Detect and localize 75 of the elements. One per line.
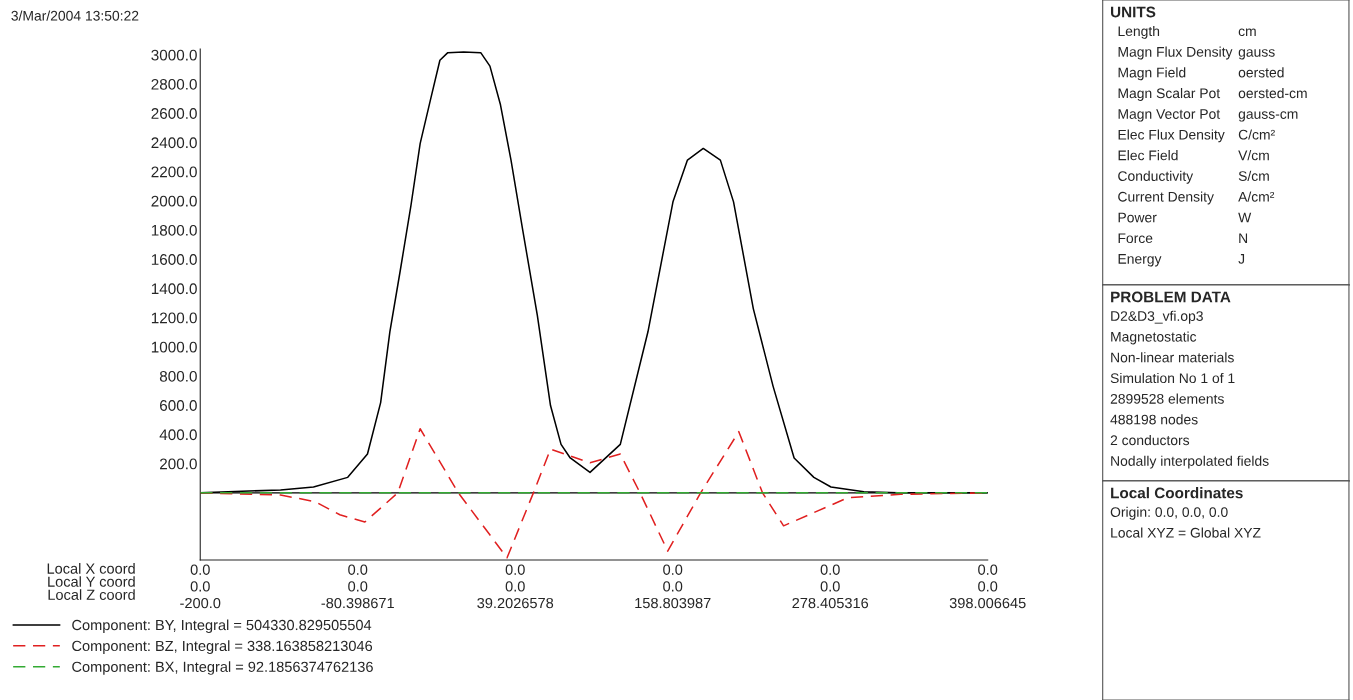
text: gauss-cm [1238,111,1298,122]
y-tick-label: 1000.0 [151,341,197,353]
y-tick-label: 600.0 [160,400,197,411]
x-tick-label: 39.2026578 [477,597,554,609]
category-label: Elec Flux Density [1118,129,1225,143]
text: 488198 nodes [1110,414,1198,425]
y-tick-label: 2400.0 [151,137,197,149]
text: 0.0 [820,581,840,592]
x-tick-label: -80.398671 [321,597,394,609]
text: 3/Mar/2004 13:50:22 [11,10,139,21]
y-tick-label: 1400.0 [151,283,197,295]
text: gauss [1238,49,1275,60]
text: 2899528 elements [1110,393,1224,404]
y-tick-label: 200.0 [160,458,197,470]
y-tick-label: 800.0 [159,370,197,382]
y-tick-label: 2200.0 [151,166,197,178]
y-tick-label: 1200.0 [151,312,197,324]
text: 0.0 [978,564,998,575]
text: V/cm [1238,150,1269,161]
category-label: Conductivity [1118,170,1194,184]
category-label: Force [1118,233,1153,244]
text: 0.0 [505,581,525,592]
text: 0.0 [505,564,525,575]
text: J [1238,254,1245,264]
y-tick-label: 2000.0 [151,195,197,207]
x-tick-label: 158.803987 [635,597,711,609]
category-label: Length [1118,25,1160,39]
text: 0.0 [190,581,210,592]
x-tick-label: 278.405316 [792,597,869,609]
category-label: Power [1118,212,1157,223]
text: 0.0 [348,564,368,575]
legend-label: Component: BY, Integral = 504330.829505504 [72,619,372,634]
y-tick-label: 2800.0 [151,78,197,90]
text: W [1238,212,1252,223]
text: oersted [1238,67,1284,78]
y-tick-label: 3000.0 [151,49,197,61]
category-label: Elec Field [1118,150,1178,161]
text: Origin: 0.0, 0.0, 0.0 [1110,506,1228,520]
text: 0.0 [820,564,840,575]
text: 0.0 [348,581,368,592]
text: C/cm² [1238,129,1275,140]
text: PROBLEM DATA [1111,291,1231,303]
category-label: Magn Flux Density [1118,46,1233,60]
y-tick-label: 2600.0 [151,108,197,119]
text: N [1239,233,1248,243]
category-label: Energy [1118,254,1162,267]
text: S/cm [1238,170,1269,181]
text: D2&D3_vfi.op3 [1111,310,1203,324]
y-tick-label: 1800.0 [151,224,197,236]
category-label: Magn Field [1118,67,1186,81]
text: Local XYZ = Global XYZ [1111,527,1261,538]
legend-label: Component: BX, Integral = 92.1856374762136 [72,661,373,675]
text: Local Coordinates [1111,487,1243,499]
x-tick-label: 398.006645 [949,597,1026,609]
text: 0.0 [978,581,998,592]
text: 0.0 [663,564,683,575]
text: oersted-cm [1238,87,1307,99]
text: Non-linear materials [1111,352,1234,363]
text: 2 conductors [1110,434,1190,446]
text: 0.0 [663,581,683,592]
category-label: Magn Scalar Pot [1118,87,1221,101]
text: 0.0 [190,564,210,575]
text: cm [1238,28,1256,37]
text: Nodally interpolated fields [1111,455,1269,469]
legend-label: Component: BZ, Integral = 338.163858213046 [72,640,373,654]
text: A/cm² [1238,191,1275,202]
text: UNITS [1111,6,1156,18]
y-tick-label: 1600.0 [151,254,197,265]
category-label: Current Density [1118,191,1214,205]
text: Simulation No 1 of 1 [1110,372,1235,384]
category-label: Magn Vector Pot [1118,109,1221,122]
text: Magnetostatic [1111,331,1197,345]
y-tick-label: 400.0 [159,429,197,441]
x-tick-label: -200.0 [180,597,221,609]
x-axis-title: Local X coord Local Y coord Local Z coord [47,563,135,600]
